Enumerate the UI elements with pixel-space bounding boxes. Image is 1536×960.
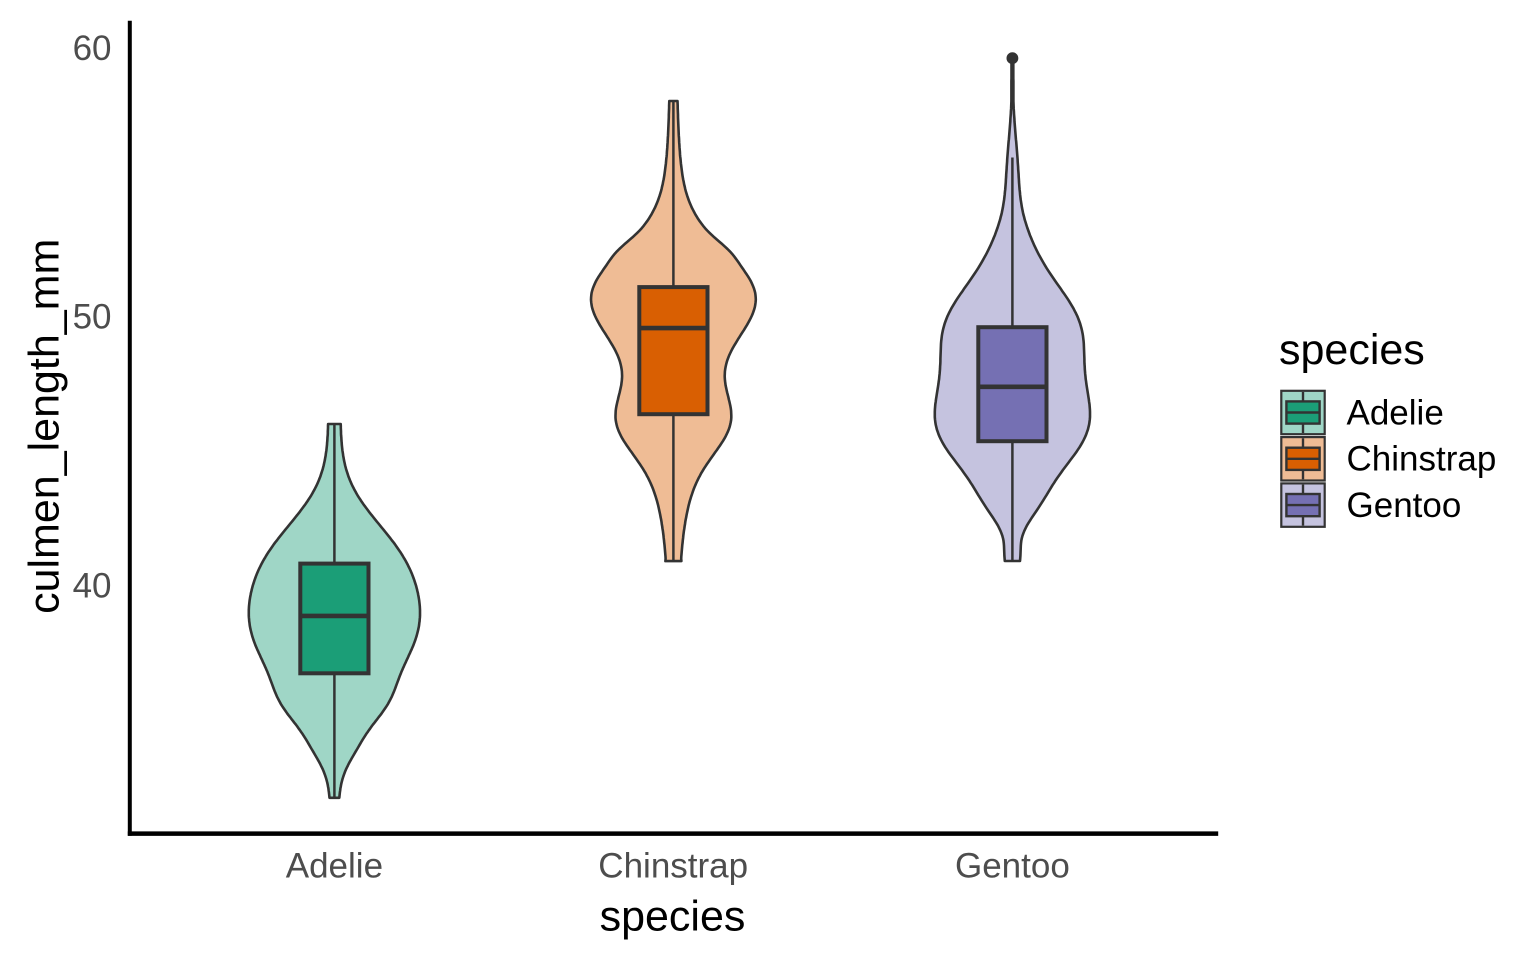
svg-text:60: 60: [73, 29, 112, 68]
svg-text:Gentoo: Gentoo: [955, 847, 1070, 886]
svg-text:50: 50: [73, 298, 112, 337]
svg-text:species: species: [600, 892, 746, 940]
svg-text:species: species: [1279, 326, 1425, 374]
svg-text:Adelie: Adelie: [1347, 393, 1444, 432]
svg-text:culmen_length_mm: culmen_length_mm: [21, 239, 69, 614]
svg-text:Adelie: Adelie: [286, 847, 383, 886]
svg-text:Gentoo: Gentoo: [1347, 486, 1462, 525]
svg-text:40: 40: [73, 566, 112, 605]
svg-text:Chinstrap: Chinstrap: [1347, 440, 1497, 479]
svg-text:Chinstrap: Chinstrap: [598, 847, 748, 886]
